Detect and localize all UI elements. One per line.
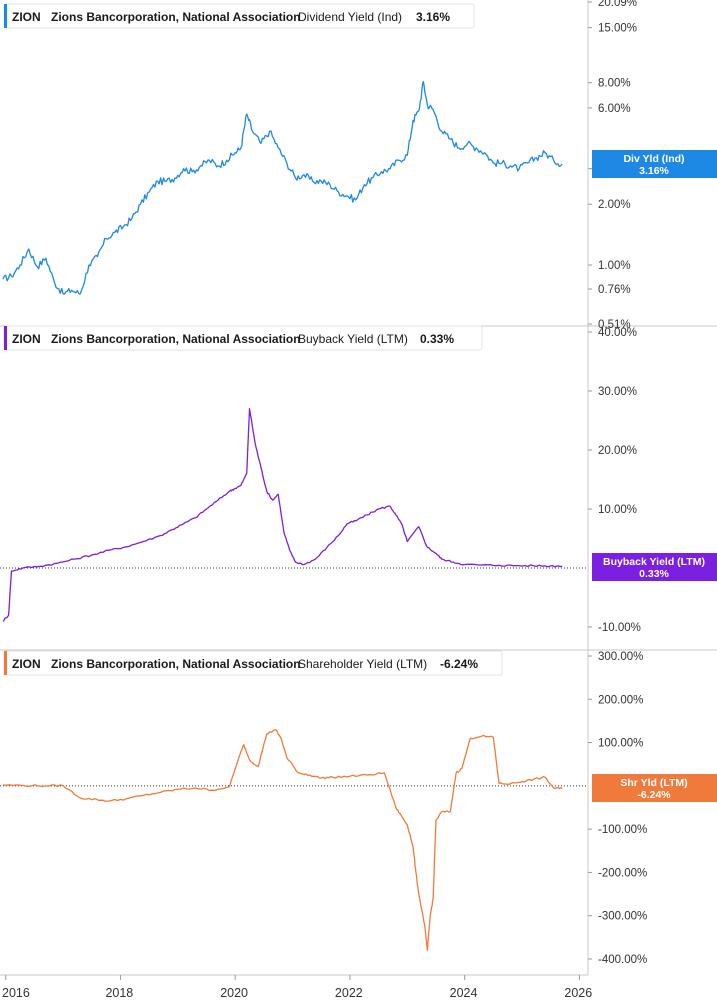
y-tick-label: 30.00% xyxy=(598,386,637,398)
legend-buyback: ZION Zions Bancorporation, National Assoc… xyxy=(3,325,483,351)
x-tick-label: 2022 xyxy=(335,986,363,1000)
flag-value: 0.33% xyxy=(639,568,669,580)
y-tick-label: 15.00% xyxy=(598,23,637,35)
flag-buyback: Buyback Yield (LTM)0.33% xyxy=(592,553,717,581)
y-tick-label: -400.00% xyxy=(598,954,647,966)
legend-value: 3.16% xyxy=(416,10,450,24)
y-tick-label: 10.00% xyxy=(598,504,637,516)
legend-color-bar xyxy=(4,4,7,28)
flag-label: Shr Yld (LTM) xyxy=(620,777,687,789)
legend-ticker: ZION xyxy=(12,332,41,346)
x-tick-label: 2018 xyxy=(105,986,133,1000)
legend-value: 0.33% xyxy=(420,332,454,346)
y-tick-label: 0.76% xyxy=(598,284,631,296)
y-tick-label: 2.00% xyxy=(598,199,631,211)
series-layer xyxy=(2,80,563,952)
value-flag xyxy=(592,150,717,178)
legend-company: Zions Bancorporation, National Associati… xyxy=(51,657,301,671)
legend-company: Zions Bancorporation, National Associati… xyxy=(51,332,301,346)
y-tick-label: 0.51% xyxy=(598,319,631,331)
y-tick-label: 6.00% xyxy=(598,103,631,115)
x-tick-label: 2020 xyxy=(220,986,248,1000)
value-flag xyxy=(592,774,717,802)
y-tick-label: 8.00% xyxy=(598,78,631,90)
y-tick-label: -100.00% xyxy=(598,824,647,836)
value-flag xyxy=(592,553,717,581)
x-tick-label: 2024 xyxy=(450,986,478,1000)
flag-dividend: Div Yld (Ind)3.16% xyxy=(592,150,717,178)
legend-ticker: ZION xyxy=(12,10,41,24)
legend-shareholder: ZION Zions Bancorporation, National Assoc… xyxy=(3,650,503,676)
y-tick-label: 20.00% xyxy=(598,445,637,457)
legend-color-bar xyxy=(4,326,7,350)
y-tick-label: 100.00% xyxy=(598,738,643,750)
flag-label: Buyback Yield (LTM) xyxy=(603,556,705,568)
x-tick-label: 2026 xyxy=(564,986,592,1000)
y-tick-label: 200.00% xyxy=(598,694,643,706)
flag-value: 3.16% xyxy=(639,165,669,177)
y-tick-label: -200.00% xyxy=(598,867,647,879)
legend-color-bar xyxy=(4,651,7,675)
flag-value: -6.24% xyxy=(637,789,671,801)
flag-shareholder: Shr Yld (LTM)-6.24% xyxy=(592,774,717,802)
x-tick-label: 2016 xyxy=(2,986,30,1000)
legend-metric: Buyback Yield (LTM) xyxy=(298,332,408,346)
legend-metric: Dividend Yield (Ind) xyxy=(298,10,402,24)
shareholder-series-line xyxy=(2,728,563,952)
buyback-series-line xyxy=(2,408,563,622)
legend-layer: ZION Zions Bancorporation, National Assoc… xyxy=(3,3,503,676)
y-tick-label: -10.00% xyxy=(598,622,641,634)
legend-value: -6.24% xyxy=(440,657,478,671)
y-tick-label: -300.00% xyxy=(598,911,647,923)
legend-dividend: ZION Zions Bancorporation, National Assoc… xyxy=(3,3,475,29)
flag-label: Div Yld (Ind) xyxy=(623,153,684,165)
y-tick-label: 40.00% xyxy=(598,327,637,339)
legend-company: Zions Bancorporation, National Associati… xyxy=(51,10,301,24)
legend-ticker: ZION xyxy=(12,657,41,671)
legend-metric: Shareholder Yield (LTM) xyxy=(298,657,427,671)
y-tick-label: 20.09% xyxy=(598,0,637,9)
dividend-series-line xyxy=(2,80,563,295)
y-tick-label: 1.00% xyxy=(598,260,631,272)
axis-layer: 2016 2018 2020 2022 2024 2026 20.09% 15.00% 8.00… xyxy=(0,0,647,1000)
y-tick-label: 300.00% xyxy=(598,651,643,663)
flag-layer: Div Yld (Ind)3.16% Buyback Yield (LTM)0.3… xyxy=(592,150,717,802)
